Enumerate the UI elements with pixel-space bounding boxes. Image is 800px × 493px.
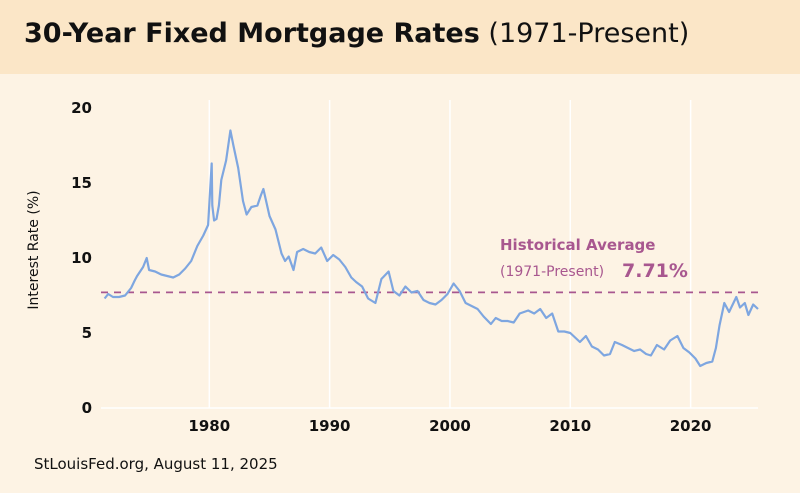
y-tick-label: 0: [82, 399, 92, 417]
x-tick-labels: 1980 1990 2000 2010 2020: [188, 417, 711, 435]
header-band: 30-Year Fixed Mortgage Rates (1971-Prese…: [0, 0, 800, 74]
y-tick-label: 5: [82, 324, 92, 342]
y-tick-label: 20: [71, 99, 92, 117]
average-annotation-range: (1971-Present): [500, 264, 604, 280]
average-annotation-title: Historical Average: [500, 236, 655, 254]
x-tick-label: 2000: [429, 417, 471, 435]
page-title: 30-Year Fixed Mortgage Rates (1971-Prese…: [24, 18, 689, 49]
series-line: [103, 129, 759, 368]
title-main: 30-Year Fixed Mortgage Rates: [24, 18, 480, 49]
y-tick-label: 15: [71, 174, 92, 192]
average-annotation-value: 7.71%: [622, 260, 688, 282]
y-tick-labels: 0 5 10 15 20: [71, 99, 92, 417]
title-subtitle: (1971-Present): [488, 18, 690, 49]
x-tick-label: 1990: [309, 417, 351, 435]
x-tick-label: 1980: [188, 417, 230, 435]
x-tick-label: 2010: [549, 417, 591, 435]
x-tick-label: 2020: [670, 417, 712, 435]
source-footer: StLouisFed.org, August 11, 2025: [34, 455, 278, 473]
y-tick-label: 10: [71, 249, 92, 267]
y-axis-label: Interest Rate (%): [26, 190, 42, 309]
grid-lines: [208, 100, 692, 408]
